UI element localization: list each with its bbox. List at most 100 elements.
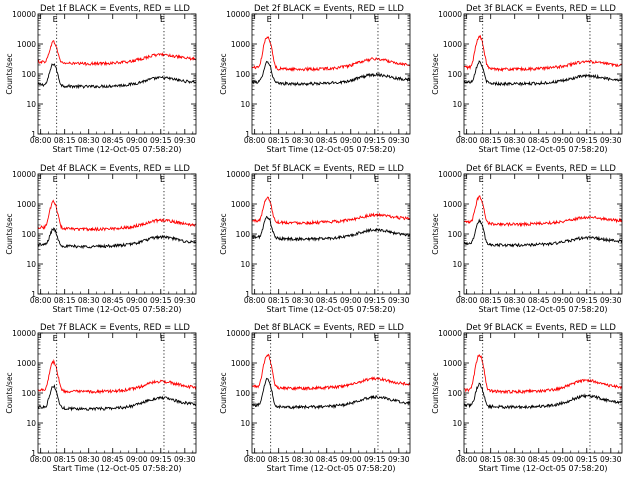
panel-title: Det 7f BLACK = Events, RED = LLD: [40, 323, 190, 333]
y-tick-label: 10: [452, 260, 462, 269]
y-axis-label: Counts/sec: [219, 53, 228, 94]
x-tick-label: 08:45: [528, 455, 550, 464]
lld-series-line: [37, 40, 197, 67]
x-tick-label: 08:45: [102, 455, 124, 464]
x-axis-label: Start Time (12-Oct-05 07:58:20): [478, 145, 607, 154]
lld-series-line: [37, 358, 197, 395]
x-tick-label: 09:15: [576, 296, 598, 305]
x-tick-label: 09:30: [600, 136, 622, 145]
x-tick-label: 08:15: [480, 136, 502, 145]
y-tick-label: 1: [31, 449, 36, 458]
x-tick-label: 09:30: [388, 136, 410, 145]
x-tick-label: 09:30: [174, 455, 196, 464]
x-tick-label: 08:30: [504, 136, 526, 145]
x-tick-label: 09:15: [364, 136, 386, 145]
event-marker-label: E: [53, 334, 58, 343]
y-tick-label: 100: [236, 230, 251, 239]
x-tick-label: 09:30: [388, 455, 410, 464]
x-tick-label: 09:30: [600, 296, 622, 305]
x-tick-label: 08:00: [244, 136, 266, 145]
x-tick-label: 09:15: [364, 455, 386, 464]
event-marker-label: E: [586, 175, 591, 184]
x-tick-label: 09:00: [126, 296, 148, 305]
panel-title: Det 5f BLACK = Events, RED = LLD: [254, 164, 404, 174]
y-axis-label: Counts/sec: [431, 372, 440, 413]
event-marker-label: E: [267, 15, 272, 24]
y-tick-label: 100: [236, 70, 251, 79]
y-axis-label: Counts/sec: [219, 372, 228, 413]
x-tick-label: 09:00: [340, 136, 362, 145]
x-tick-label: 08:45: [316, 136, 338, 145]
y-tick-label: 100: [22, 70, 37, 79]
x-tick-label: 09:15: [364, 296, 386, 305]
events-series-line: [463, 218, 623, 248]
event-marker-label: E: [479, 334, 484, 343]
events-series-line: [463, 60, 623, 87]
y-tick-label: 1000: [17, 359, 36, 368]
x-tick-label: 08:45: [102, 136, 124, 145]
event-marker-label: E: [374, 175, 379, 184]
x-tick-label: 09:15: [150, 455, 172, 464]
x-tick-label: 08:00: [244, 455, 266, 464]
x-tick-label: 08:45: [102, 296, 124, 305]
y-tick-label: 10: [240, 260, 250, 269]
x-tick-label: 08:00: [30, 136, 52, 145]
y-axis-label: Counts/sec: [219, 213, 228, 254]
y-tick-label: 1000: [443, 40, 462, 49]
x-tick-label: 08:30: [292, 455, 314, 464]
x-tick-label: 08:30: [78, 136, 100, 145]
x-tick-label: 08:00: [244, 296, 266, 305]
event-marker-label: E: [374, 15, 379, 24]
events-series-line: [37, 227, 197, 250]
x-tick-label: 09:00: [126, 136, 148, 145]
x-tick-label: 08:00: [30, 455, 52, 464]
y-tick-label: 10000: [226, 329, 250, 338]
event-marker-label: E: [53, 15, 58, 24]
x-tick-label: 09:30: [600, 455, 622, 464]
y-tick-label: 1: [245, 449, 250, 458]
x-tick-label: 09:00: [340, 296, 362, 305]
x-tick-label: 08:45: [528, 296, 550, 305]
x-tick-label: 08:15: [54, 136, 76, 145]
events-series-line: [37, 383, 197, 412]
event-marker-label: E: [267, 334, 272, 343]
x-axis-label: Start Time (12-Oct-05 07:58:20): [52, 464, 181, 473]
x-tick-label: 09:30: [388, 296, 410, 305]
x-tick-label: 08:00: [30, 296, 52, 305]
x-tick-label: 09:00: [552, 455, 574, 464]
panel-title: Det 4f BLACK = Events, RED = LLD: [40, 164, 190, 174]
plot-frame: [251, 173, 411, 295]
y-tick-label: 1: [245, 290, 250, 299]
x-axis-label: Start Time (12-Oct-05 07:58:20): [478, 305, 607, 314]
x-tick-label: 09:15: [576, 455, 598, 464]
plot-frame: [463, 13, 623, 135]
event-marker-label: E: [586, 15, 591, 24]
event-marker-label: E: [53, 175, 58, 184]
y-tick-label: 1000: [231, 40, 250, 49]
plot-frame: [251, 332, 411, 454]
x-tick-label: 08:15: [480, 296, 502, 305]
y-tick-label: 1: [457, 130, 462, 139]
event-marker-label: E: [374, 334, 379, 343]
y-tick-label: 10: [26, 419, 36, 428]
y-axis-label: Counts/sec: [5, 53, 14, 94]
x-tick-label: 08:15: [268, 136, 290, 145]
event-marker-label: E: [160, 334, 165, 343]
plot-frame: [463, 173, 623, 295]
x-tick-label: 08:15: [268, 455, 290, 464]
plot-frame: [37, 13, 197, 135]
y-tick-label: 1: [245, 130, 250, 139]
x-tick-label: 08:30: [292, 136, 314, 145]
events-series-line: [37, 63, 197, 90]
x-tick-label: 09:15: [150, 296, 172, 305]
y-tick-label: 100: [236, 389, 251, 398]
x-tick-label: 08:30: [292, 296, 314, 305]
y-tick-label: 1000: [231, 200, 250, 209]
y-tick-label: 10000: [12, 170, 36, 179]
y-tick-label: 10000: [438, 10, 462, 19]
event-marker-label: E: [479, 15, 484, 24]
y-tick-label: 10: [26, 260, 36, 269]
